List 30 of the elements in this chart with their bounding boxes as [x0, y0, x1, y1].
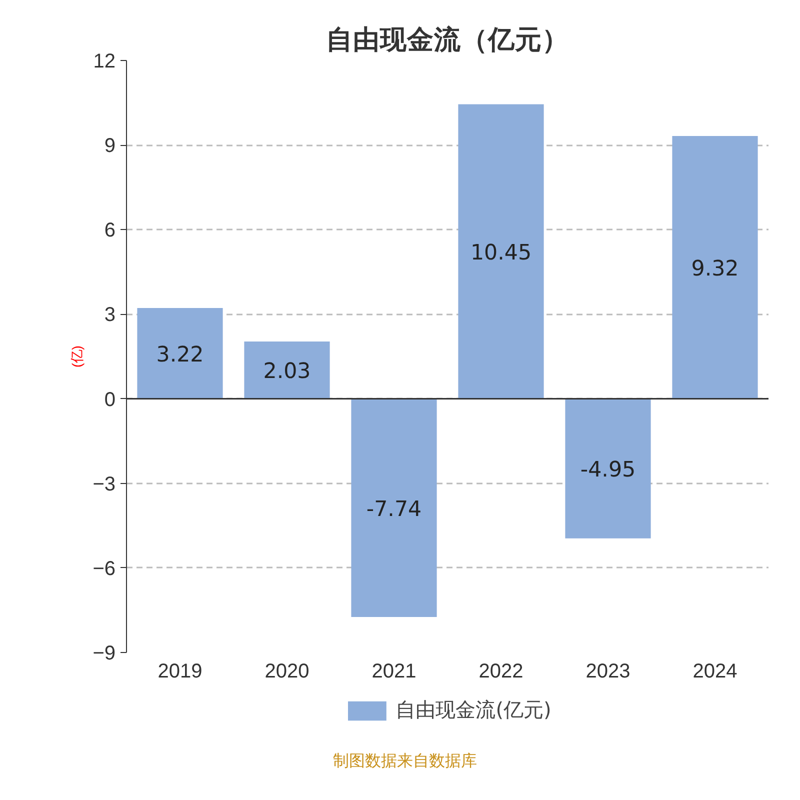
data-label: 3.22	[156, 342, 204, 368]
data-label: -7.74	[366, 496, 422, 522]
y-axis-title: (亿)	[70, 346, 85, 368]
bar	[565, 398, 651, 538]
y-tick-label: −6	[92, 558, 116, 580]
bar	[672, 136, 758, 399]
x-tick-label: 2023	[586, 660, 630, 682]
bar	[244, 342, 330, 399]
chart-title: 自由现金流（亿元）	[326, 24, 569, 56]
x-tick-label: 2020	[264, 660, 310, 682]
x-tick-label: 2019	[158, 660, 202, 682]
data-label: 9.32	[691, 256, 739, 282]
data-label: 2.03	[263, 359, 311, 384]
y-tick-label: 12	[93, 50, 116, 72]
y-tick-label: −3	[92, 473, 116, 496]
data-label: 10.45	[470, 240, 532, 266]
y-tick-label: 3	[104, 304, 116, 326]
bar	[351, 398, 437, 617]
y-tick-label: −9	[92, 642, 116, 664]
y-tick-label: 6	[104, 220, 116, 242]
text: 制图数据来自数据库	[333, 750, 477, 772]
x-tick-label: 2022	[478, 660, 524, 682]
legend-label: 自由现金流(亿元)	[396, 696, 552, 724]
x-tick-label: 2021	[372, 660, 416, 682]
data-label: -4.95	[580, 458, 636, 483]
bar	[137, 308, 223, 399]
y-tick-label: 9	[104, 135, 116, 158]
bar	[458, 104, 544, 399]
x-tick-label: 2024	[692, 660, 738, 682]
y-tick-label: 0	[104, 388, 116, 411]
